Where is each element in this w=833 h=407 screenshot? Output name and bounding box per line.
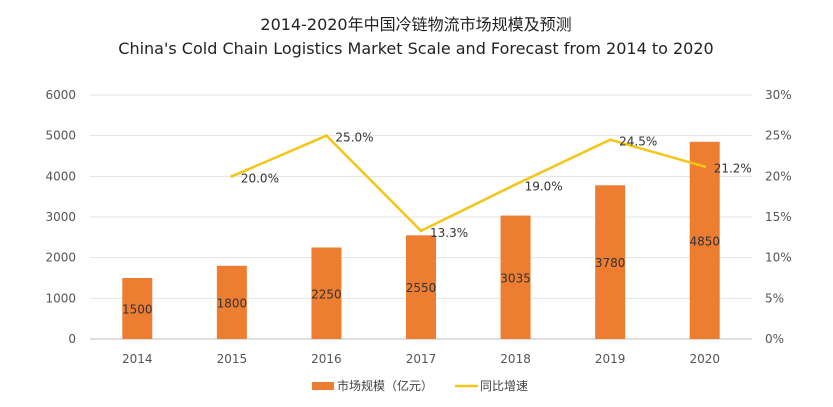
y-right-tick-label: 10% [765,251,792,265]
line-point [608,138,612,142]
bar [406,235,436,339]
bar-data-label: 1500 [122,303,153,317]
x-tick-label: 2018 [500,352,531,366]
y-left-tick-label: 2000 [45,251,76,265]
legend-label-line: 同比增速 [480,379,528,393]
line-point [324,134,328,138]
bar [311,247,342,339]
bar [500,215,531,339]
line-data-label: 24.5% [619,135,657,149]
y-left-tick-label: 1000 [45,291,76,305]
x-tick-label: 2014 [122,352,153,366]
bar-data-label: 2250 [311,287,342,301]
line-data-label: 19.0% [525,179,563,193]
x-tick-label: 2017 [406,352,437,366]
x-tick-label: 2015 [217,352,248,366]
bar-data-label: 1800 [217,296,248,310]
y-right-tick-label: 30% [765,88,792,102]
bar-data-label: 2550 [406,281,437,295]
bar [122,278,153,339]
line-data-label: 20.0% [241,171,279,185]
bar-data-label: 3035 [500,271,531,285]
y-right-tick-label: 5% [765,291,784,305]
y-left-tick-label: 3000 [45,210,76,224]
line-point [419,229,423,233]
y-left-tick-label: 5000 [45,129,76,143]
line-point [514,182,518,186]
legend-swatch-bar [312,382,334,390]
line-data-label: 21.2% [714,162,752,176]
y-left-tick-label: 0 [68,332,76,346]
y-left-tick-label: 4000 [45,169,76,183]
chart-subtitle: China's Cold Chain Logistics Market Scal… [118,39,713,58]
line-data-label: 13.3% [430,226,468,240]
bar [216,265,247,339]
x-tick-label: 2019 [595,352,626,366]
legend-label-bar: 市场规模（亿元） [337,378,433,393]
y-right-tick-label: 20% [765,169,792,183]
bar [595,185,626,339]
bar-data-label: 4850 [689,234,720,248]
line-point [230,174,234,178]
y-right-tick-label: 25% [765,129,792,143]
line-data-label: 25.0% [335,131,373,145]
y-right-tick-label: 0% [765,332,784,346]
chart-title: 2014-2020年中国冷链物流市场规模及预测 [260,15,571,34]
growth-line [231,134,706,233]
x-tick-label: 2016 [311,352,342,366]
y-right-tick-label: 15% [765,210,792,224]
bar-data-label: 3780 [595,256,626,270]
y-left-tick-label: 6000 [45,88,76,102]
x-tick-label: 2020 [689,352,720,366]
legend: 市场规模（亿元） 同比增速 [312,378,528,393]
line-point [703,165,707,169]
bar [689,141,720,339]
